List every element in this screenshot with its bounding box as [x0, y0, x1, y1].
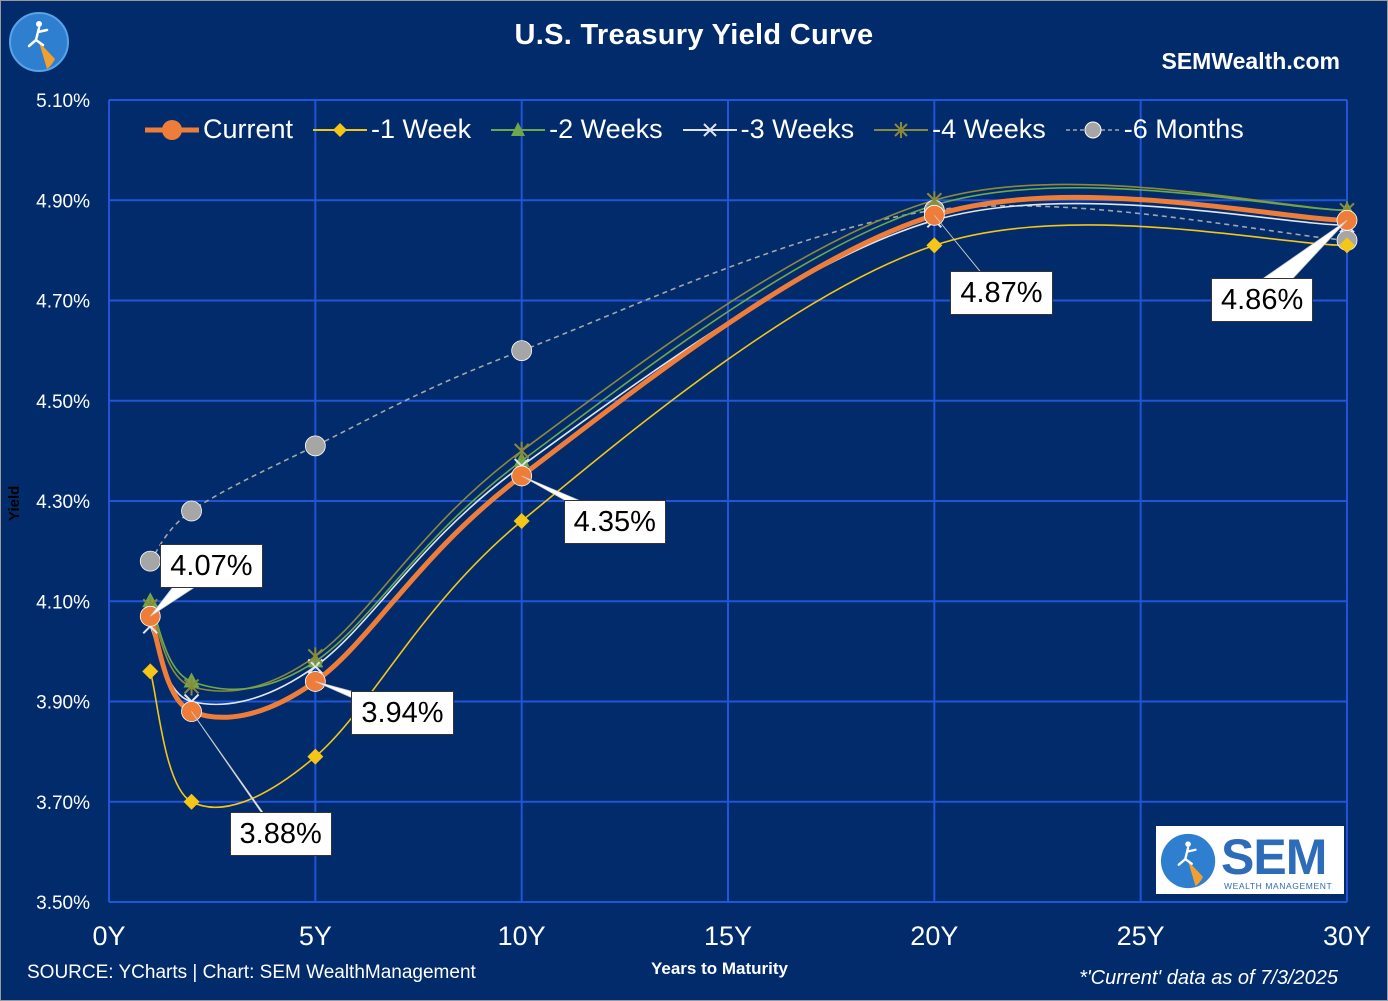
y-axis-title: Yield — [6, 485, 23, 521]
y-tick-label: 4.10% — [36, 592, 90, 613]
legend-label-week2: -2 Weeks — [549, 114, 663, 144]
data-point — [307, 748, 324, 765]
chart-title: U.S. Treasury Yield Curve — [514, 19, 874, 51]
data-point — [307, 647, 324, 666]
x-tick-label: 5Y — [299, 921, 332, 951]
legend-marker-current — [145, 119, 199, 140]
data-point — [139, 550, 161, 572]
data-point — [304, 435, 326, 457]
y-tick-label: 5.10% — [36, 91, 90, 112]
data-point — [513, 441, 530, 460]
series-line-2-weeks — [149, 187, 1348, 691]
callout-label: 3.88% — [229, 811, 332, 856]
y-tick-label: 4.30% — [36, 492, 90, 513]
legend-item-week4: -4 Weeks — [870, 114, 1046, 145]
x-tick-label: 10Y — [498, 921, 546, 951]
legend-marker-week2 — [491, 121, 546, 136]
x-tick-label: 15Y — [704, 921, 752, 951]
legend-label-month6: -6 Months — [1123, 114, 1244, 144]
legend: Current -1 Week -2 Weeks -3 Weeks — [141, 114, 1260, 145]
legend-label-week4: -4 Weeks — [932, 114, 1046, 144]
legend-item-week2: -2 Weeks — [487, 114, 663, 145]
callout-label: 4.07% — [160, 544, 263, 589]
series-lines — [147, 183, 1348, 809]
x-tick-label: 30Y — [1323, 921, 1371, 951]
callout-label: 4.35% — [563, 499, 666, 544]
legend-item-current: Current — [141, 114, 293, 145]
y-tick-label: 4.50% — [36, 392, 90, 413]
data-point — [181, 500, 202, 522]
y-tick-label: 3.50% — [36, 893, 90, 914]
x-tick-label: 20Y — [910, 921, 958, 951]
sem-logo-icon — [9, 12, 69, 72]
x-tick-label: 25Y — [1117, 921, 1165, 951]
data-point — [142, 663, 159, 680]
data-point — [513, 513, 530, 530]
legend-item-week3: -3 Weeks — [679, 114, 855, 145]
series-line-3-weeks — [149, 202, 1348, 706]
y-tick-label: 3.70% — [36, 793, 90, 814]
x-axis-title: Years to Maturity — [651, 959, 788, 978]
data-point — [926, 237, 943, 254]
y-tick-label: 3.90% — [36, 693, 90, 714]
callout-label: 4.87% — [950, 271, 1053, 316]
as-of-note: *'Current' data as of 7/3/2025 — [1079, 967, 1338, 989]
data-point — [183, 793, 200, 810]
legend-label-current: Current — [203, 114, 294, 144]
callout-label: 4.86% — [1211, 278, 1314, 323]
source-note: SOURCE: YCharts | Chart: SEM WealthManag… — [27, 962, 476, 983]
logo-subtitle: WEALTH MANAGEMENT — [1224, 881, 1333, 891]
sem-logo-box: SEM WEALTH MANAGEMENT — [1156, 826, 1344, 894]
legend-marker-week4 — [874, 121, 929, 138]
data-point — [511, 340, 533, 362]
legend-item-month6: -6 Months — [1062, 114, 1244, 145]
y-tick-label: 4.90% — [36, 191, 90, 212]
legend-marker-month6 — [1065, 121, 1120, 138]
data-point — [183, 677, 200, 696]
legend-item-week1: -1 Week — [309, 114, 471, 145]
series-line-current — [147, 194, 1348, 720]
callout-label: 3.94% — [351, 691, 454, 736]
legend-marker-week1 — [313, 122, 368, 137]
logo-wordmark: SEM — [1221, 829, 1327, 885]
legend-label-week3: -3 Weeks — [740, 114, 855, 144]
series-markers — [139, 191, 1358, 810]
sem-logo-mark-icon — [1160, 833, 1216, 889]
legend-label-week1: -1 Week — [371, 114, 472, 144]
y-tick-label: 4.70% — [36, 292, 90, 313]
x-tick-label: 0Y — [92, 921, 125, 951]
site-label: SEMWealth.com — [1161, 48, 1341, 74]
series-line-6-months — [149, 205, 1348, 562]
legend-marker-week3 — [682, 122, 737, 137]
data-point — [1339, 237, 1355, 254]
